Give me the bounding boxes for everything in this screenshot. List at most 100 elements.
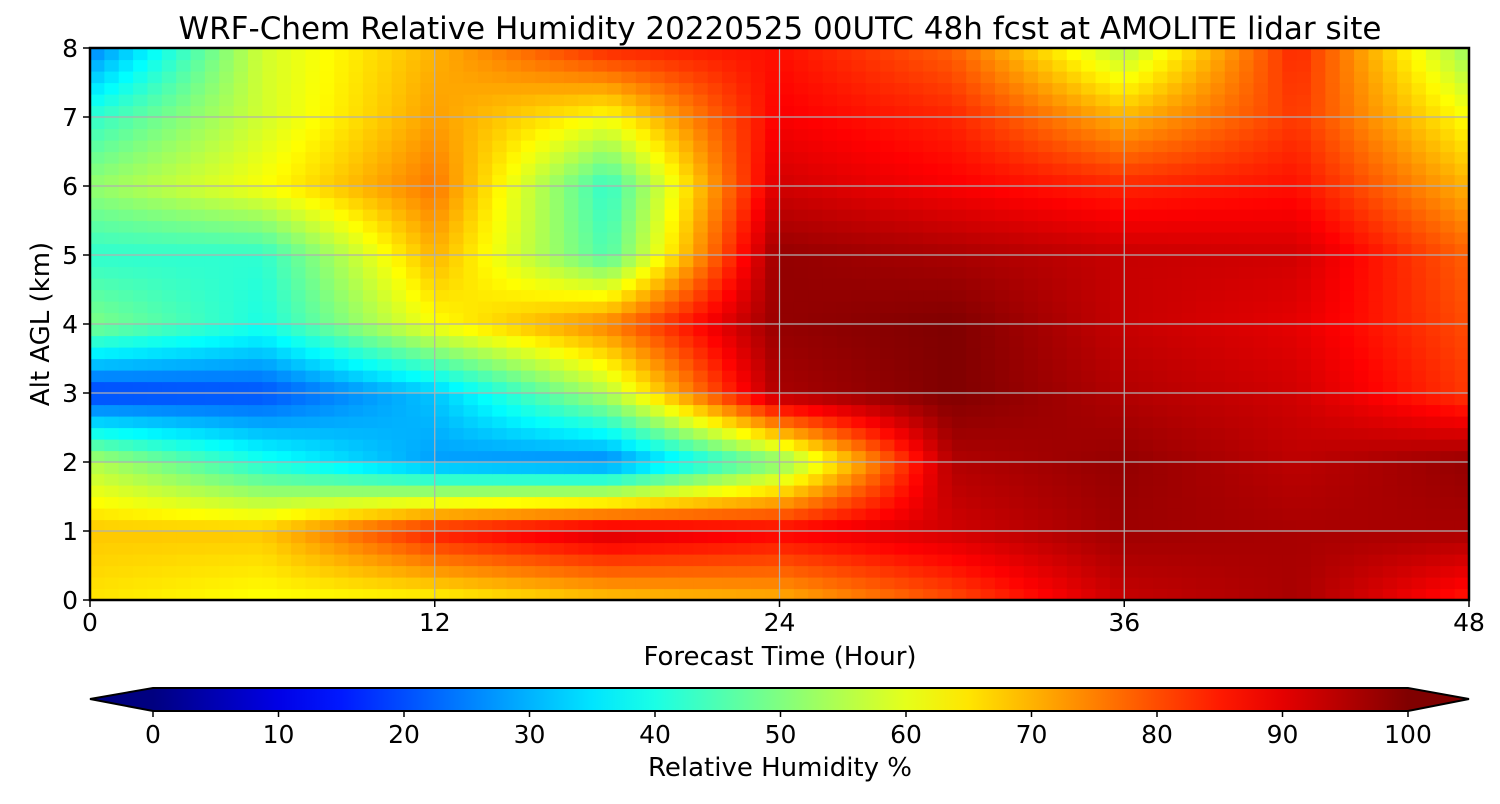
- heatmap-cell: [923, 542, 939, 555]
- heatmap-cell: [664, 324, 680, 337]
- heatmap-cell: [233, 197, 249, 210]
- heatmap-cell: [779, 117, 795, 130]
- heatmap-cell: [1124, 450, 1140, 463]
- heatmap-cell: [248, 105, 263, 118]
- heatmap-cell: [233, 565, 249, 578]
- heatmap-cell: [1239, 439, 1255, 452]
- heatmap-cell: [362, 358, 378, 371]
- heatmap-cell: [362, 232, 378, 245]
- heatmap-cell: [1138, 393, 1154, 406]
- heatmap-cell: [506, 347, 522, 360]
- heatmap-cell: [650, 404, 666, 417]
- heatmap-cell: [1339, 117, 1355, 130]
- heatmap-cell: [693, 427, 709, 440]
- heatmap-cell: [1095, 370, 1111, 383]
- heatmap-cell: [1023, 289, 1039, 302]
- heatmap-cell: [118, 542, 134, 555]
- heatmap-cell: [348, 496, 364, 509]
- heatmap-cell: [449, 473, 465, 486]
- heatmap-cell: [248, 519, 263, 532]
- heatmap-cell: [147, 462, 163, 475]
- heatmap-cell: [1253, 266, 1269, 279]
- heatmap-cell: [233, 531, 249, 544]
- heatmap-cell: [477, 209, 493, 222]
- heatmap-cell: [1382, 485, 1398, 498]
- heatmap-cell: [1066, 324, 1082, 337]
- heatmap-cell: [291, 48, 307, 61]
- heatmap-cell: [406, 393, 421, 406]
- heatmap-cell: [908, 519, 924, 532]
- heatmap-cell: [693, 197, 709, 210]
- heatmap-cell: [190, 71, 206, 84]
- heatmap-cell: [477, 71, 493, 84]
- heatmap-cell: [477, 404, 493, 417]
- heatmap-cell: [1152, 186, 1168, 199]
- heatmap-cell: [1440, 301, 1456, 314]
- heatmap-cell: [923, 381, 939, 394]
- heatmap-cell: [693, 473, 709, 486]
- heatmap-cell: [894, 186, 910, 199]
- heatmap-cell: [1066, 163, 1082, 176]
- heatmap-cell: [1181, 140, 1197, 153]
- heatmap-cell: [1152, 48, 1168, 61]
- heatmap-cell: [219, 347, 235, 360]
- heatmap-cell: [535, 209, 551, 222]
- heatmap-cell: [951, 473, 967, 486]
- heatmap-cell: [578, 301, 594, 314]
- heatmap-cell: [851, 289, 867, 302]
- heatmap-cell: [980, 82, 996, 95]
- heatmap-cell: [908, 439, 924, 452]
- heatmap-cell: [865, 82, 881, 95]
- heatmap-cell: [880, 128, 896, 141]
- heatmap-cell: [951, 105, 967, 118]
- heatmap-cell: [434, 220, 450, 233]
- heatmap-cell: [750, 393, 766, 406]
- heatmap-cell: [1454, 335, 1469, 348]
- heatmap-cell: [1282, 531, 1298, 544]
- heatmap-cell: [1124, 542, 1140, 555]
- heatmap-cell: [104, 301, 120, 314]
- heatmap-cell: [305, 496, 321, 509]
- heatmap-cell: [291, 473, 307, 486]
- heatmap-cell: [1152, 105, 1168, 118]
- heatmap-cell: [1196, 278, 1212, 291]
- heatmap-cell: [894, 370, 910, 383]
- heatmap-cell: [664, 220, 680, 233]
- heatmap-cell: [1425, 381, 1441, 394]
- heatmap-cell: [707, 301, 723, 314]
- heatmap-cell: [104, 577, 120, 590]
- heatmap-cell: [1296, 370, 1312, 383]
- heatmap-cell: [406, 588, 421, 600]
- heatmap-cell: [722, 128, 737, 141]
- heatmap-cell: [1167, 473, 1183, 486]
- heatmap-cell: [1354, 220, 1370, 233]
- heatmap-cell: [621, 140, 637, 153]
- heatmap-cell: [90, 347, 105, 360]
- heatmap-cell: [276, 427, 292, 440]
- heatmap-cell: [1009, 588, 1025, 600]
- heatmap-cell: [1224, 128, 1240, 141]
- heatmap-cell: [1339, 140, 1355, 153]
- heatmap-cell: [463, 174, 479, 187]
- heatmap-cell: [607, 485, 623, 498]
- heatmap-cell: [578, 266, 594, 279]
- heatmap-cell: [420, 255, 436, 268]
- heatmap-cell: [420, 404, 436, 417]
- heatmap-cell: [1224, 243, 1240, 256]
- heatmap-cell: [621, 312, 637, 325]
- heatmap-cell: [822, 71, 838, 84]
- heatmap-cell: [291, 542, 307, 555]
- heatmap-cell: [1339, 48, 1355, 61]
- heatmap-cell: [477, 220, 493, 233]
- heatmap-cell: [865, 462, 881, 475]
- heatmap-cell: [621, 531, 637, 544]
- heatmap-cell: [104, 416, 120, 429]
- heatmap-cell: [90, 94, 105, 107]
- heatmap-cell: [592, 82, 608, 95]
- heatmap-cell: [621, 347, 637, 360]
- heatmap-cell: [362, 588, 378, 600]
- heatmap-cell: [736, 266, 752, 279]
- heatmap-cell: [161, 232, 177, 245]
- heatmap-cell: [406, 105, 421, 118]
- heatmap-cell: [463, 117, 479, 130]
